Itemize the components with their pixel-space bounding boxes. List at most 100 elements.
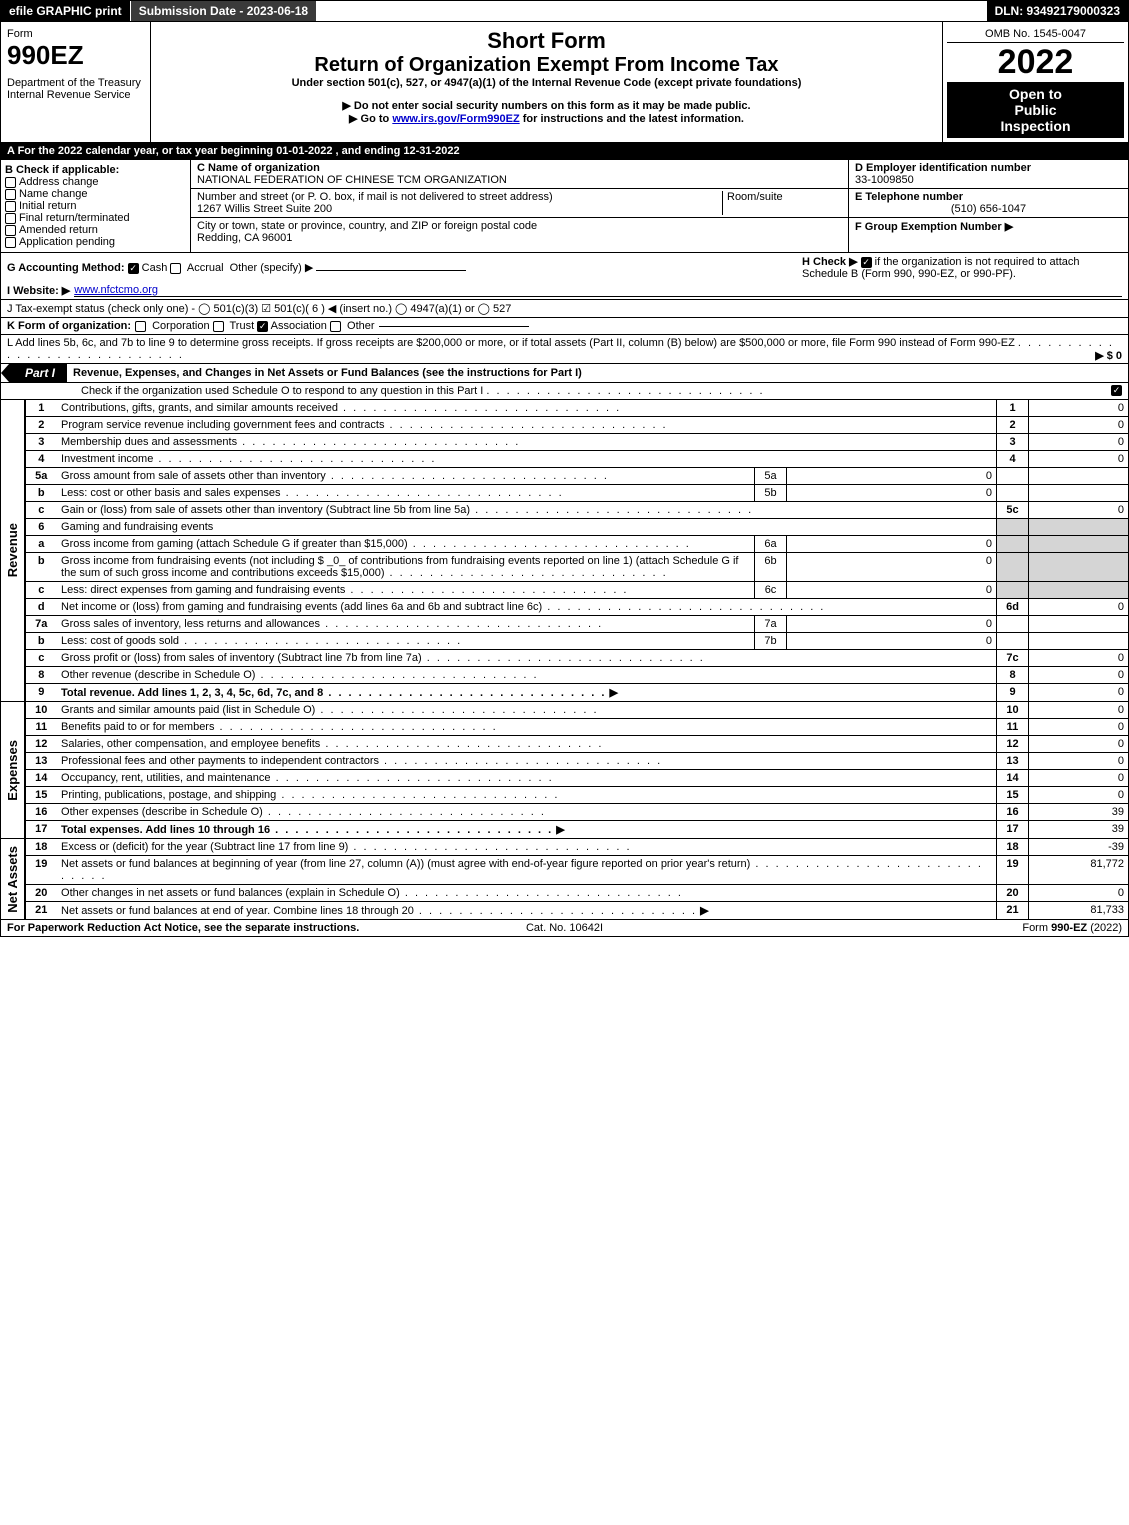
line-row: 3Membership dues and assessments30 [25, 434, 1128, 451]
form-label: Form [7, 28, 144, 40]
accrual-checkbox[interactable] [170, 263, 181, 274]
line-row: 4Investment income40 [25, 451, 1128, 468]
line-row: 19Net assets or fund balances at beginni… [25, 856, 1128, 885]
website-link[interactable]: www.nfctcmo.org [74, 284, 1122, 297]
line-a: A For the 2022 calendar year, or tax yea… [0, 143, 1129, 160]
expenses-block: Expenses 10Grants and similar amounts pa… [0, 702, 1129, 839]
inspect-1: Open to [951, 86, 1120, 102]
line-row: 9Total revenue. Add lines 1, 2, 3, 4, 5c… [25, 684, 1128, 702]
return-title: Return of Organization Exempt From Incom… [157, 54, 936, 77]
line-row: 2Program service revenue including gover… [25, 417, 1128, 434]
checkbox[interactable] [5, 177, 16, 188]
omb-number: OMB No. 1545-0047 [947, 26, 1124, 43]
line-row: 16Other expenses (describe in Schedule O… [25, 804, 1128, 821]
footer-left: For Paperwork Reduction Act Notice, see … [7, 922, 379, 934]
part1-check-text: Check if the organization used Schedule … [81, 385, 483, 397]
h-pre: H Check ▶ [802, 256, 861, 268]
line-row: dNet income or (loss) from gaming and fu… [25, 599, 1128, 616]
line-row: 5aGross amount from sale of assets other… [25, 468, 1128, 485]
cash-checkbox[interactable]: ✓ [128, 263, 139, 274]
page-footer: For Paperwork Reduction Act Notice, see … [0, 920, 1129, 937]
inspect-3: Inspection [951, 118, 1120, 134]
h-checkbox[interactable]: ✓ [861, 257, 872, 268]
b-check-item: Application pending [5, 236, 186, 248]
b-check-item: Final return/terminated [5, 212, 186, 224]
f-row: F Group Exemption Number ▶ [849, 218, 1128, 252]
irs-label: Internal Revenue Service [7, 89, 144, 101]
subtitle: Under section 501(c), 527, or 4947(a)(1)… [157, 77, 936, 89]
line-row: bLess: cost of goods sold7b0 [25, 633, 1128, 650]
line-row: 13Professional fees and other payments t… [25, 753, 1128, 770]
part1-check: Check if the organization used Schedule … [0, 383, 1129, 400]
note2-post: for instructions and the latest informat… [520, 113, 744, 125]
goto-note: ▶ Go to www.irs.gov/Form990EZ for instru… [157, 112, 936, 125]
checkbox[interactable] [5, 189, 16, 200]
k-checkbox[interactable]: ✓ [257, 321, 268, 332]
irs-link[interactable]: www.irs.gov/Form990EZ [392, 113, 519, 125]
checkbox[interactable] [5, 213, 16, 224]
line-row: 20Other changes in net assets or fund ba… [25, 885, 1128, 902]
part1-checkbox[interactable]: ✓ [1111, 385, 1122, 396]
line-row: 15Printing, publications, postage, and s… [25, 787, 1128, 804]
section-b: B Check if applicable: Address changeNam… [0, 160, 1129, 253]
line-h: H Check ▶ ✓ if the organization is not r… [802, 255, 1122, 280]
b-checkboxes: B Check if applicable: Address changeNam… [1, 160, 191, 252]
line-row: 1Contributions, gifts, grants, and simil… [25, 400, 1128, 417]
line-l: L Add lines 5b, 6c, and 7b to line 9 to … [0, 335, 1129, 364]
inspect-2: Public [951, 102, 1120, 118]
org-name: NATIONAL FEDERATION OF CHINESE TCM ORGAN… [197, 174, 507, 186]
header-col3: OMB No. 1545-0047 2022 Open to Public In… [943, 22, 1128, 142]
note2-pre: ▶ Go to [349, 113, 392, 125]
d-label: D Employer identification number [855, 162, 1031, 174]
section-c: C Name of organization NATIONAL FEDERATI… [191, 160, 848, 252]
line-k: K Form of organization: Corporation Trus… [0, 318, 1129, 335]
e-label: E Telephone number [855, 191, 963, 203]
i-label: I Website: ▶ [7, 284, 70, 297]
phone-value: (510) 656-1047 [855, 203, 1122, 215]
street-value: 1267 Willis Street Suite 200 [197, 203, 332, 215]
line-row: cLess: direct expenses from gaming and f… [25, 582, 1128, 599]
l-text: L Add lines 5b, 6c, and 7b to line 9 to … [7, 337, 1015, 349]
street-label: Number and street (or P. O. box, if mail… [197, 191, 553, 203]
part1-title: Revenue, Expenses, and Changes in Net As… [67, 365, 1128, 381]
footer-right: Form 990-EZ (2022) [750, 922, 1122, 934]
ein-value: 33-1009850 [855, 174, 914, 186]
efile-button[interactable]: efile GRAPHIC print [1, 1, 131, 21]
line-i: I Website: ▶ www.nfctcmo.org [0, 282, 1129, 300]
line-row: bGross income from fundraising events (n… [25, 553, 1128, 582]
city-row: City or town, state or province, country… [191, 218, 848, 246]
checkbox[interactable] [5, 237, 16, 248]
b-check-item: Address change [5, 176, 186, 188]
line-row: 7aGross sales of inventory, less returns… [25, 616, 1128, 633]
topbar-spacer [317, 1, 986, 21]
netassets-table: 18Excess or (deficit) for the year (Subt… [25, 839, 1129, 920]
g-label: G Accounting Method: [7, 262, 125, 274]
line-row: cGross profit or (loss) from sales of in… [25, 650, 1128, 667]
b-title: B Check if applicable: [5, 164, 186, 176]
tax-year: 2022 [947, 43, 1124, 82]
room-label: Room/suite [722, 191, 842, 215]
line-row: 10Grants and similar amounts paid (list … [25, 702, 1128, 719]
line-row: 21Net assets or fund balances at end of … [25, 902, 1128, 920]
line-j: J Tax-exempt status (check only one) - ◯… [0, 300, 1129, 318]
city-value: Redding, CA 96001 [197, 232, 292, 244]
checkbox[interactable] [5, 201, 16, 212]
g-cash: Cash [142, 262, 168, 274]
line-row: 11Benefits paid to or for members110 [25, 719, 1128, 736]
street-row: Number and street (or P. O. box, if mail… [191, 189, 848, 218]
b-check-item: Name change [5, 188, 186, 200]
netassets-block: Net Assets 18Excess or (deficit) for the… [0, 839, 1129, 920]
submission-date: Submission Date - 2023-06-18 [131, 1, 317, 21]
checkbox[interactable] [5, 225, 16, 236]
b-check-item: Amended return [5, 224, 186, 236]
form-header: Form 990EZ Department of the Treasury In… [0, 22, 1129, 143]
part1-header: Part I Revenue, Expenses, and Changes in… [0, 364, 1129, 383]
k-checkbox[interactable] [330, 321, 341, 332]
revenue-table: 1Contributions, gifts, grants, and simil… [25, 400, 1129, 702]
part1-tab: Part I [1, 364, 67, 382]
line-row: 12Salaries, other compensation, and empl… [25, 736, 1128, 753]
k-checkbox[interactable] [135, 321, 146, 332]
short-form-title: Short Form [157, 28, 936, 54]
e-row: E Telephone number (510) 656-1047 [849, 189, 1128, 218]
k-checkbox[interactable] [213, 321, 224, 332]
